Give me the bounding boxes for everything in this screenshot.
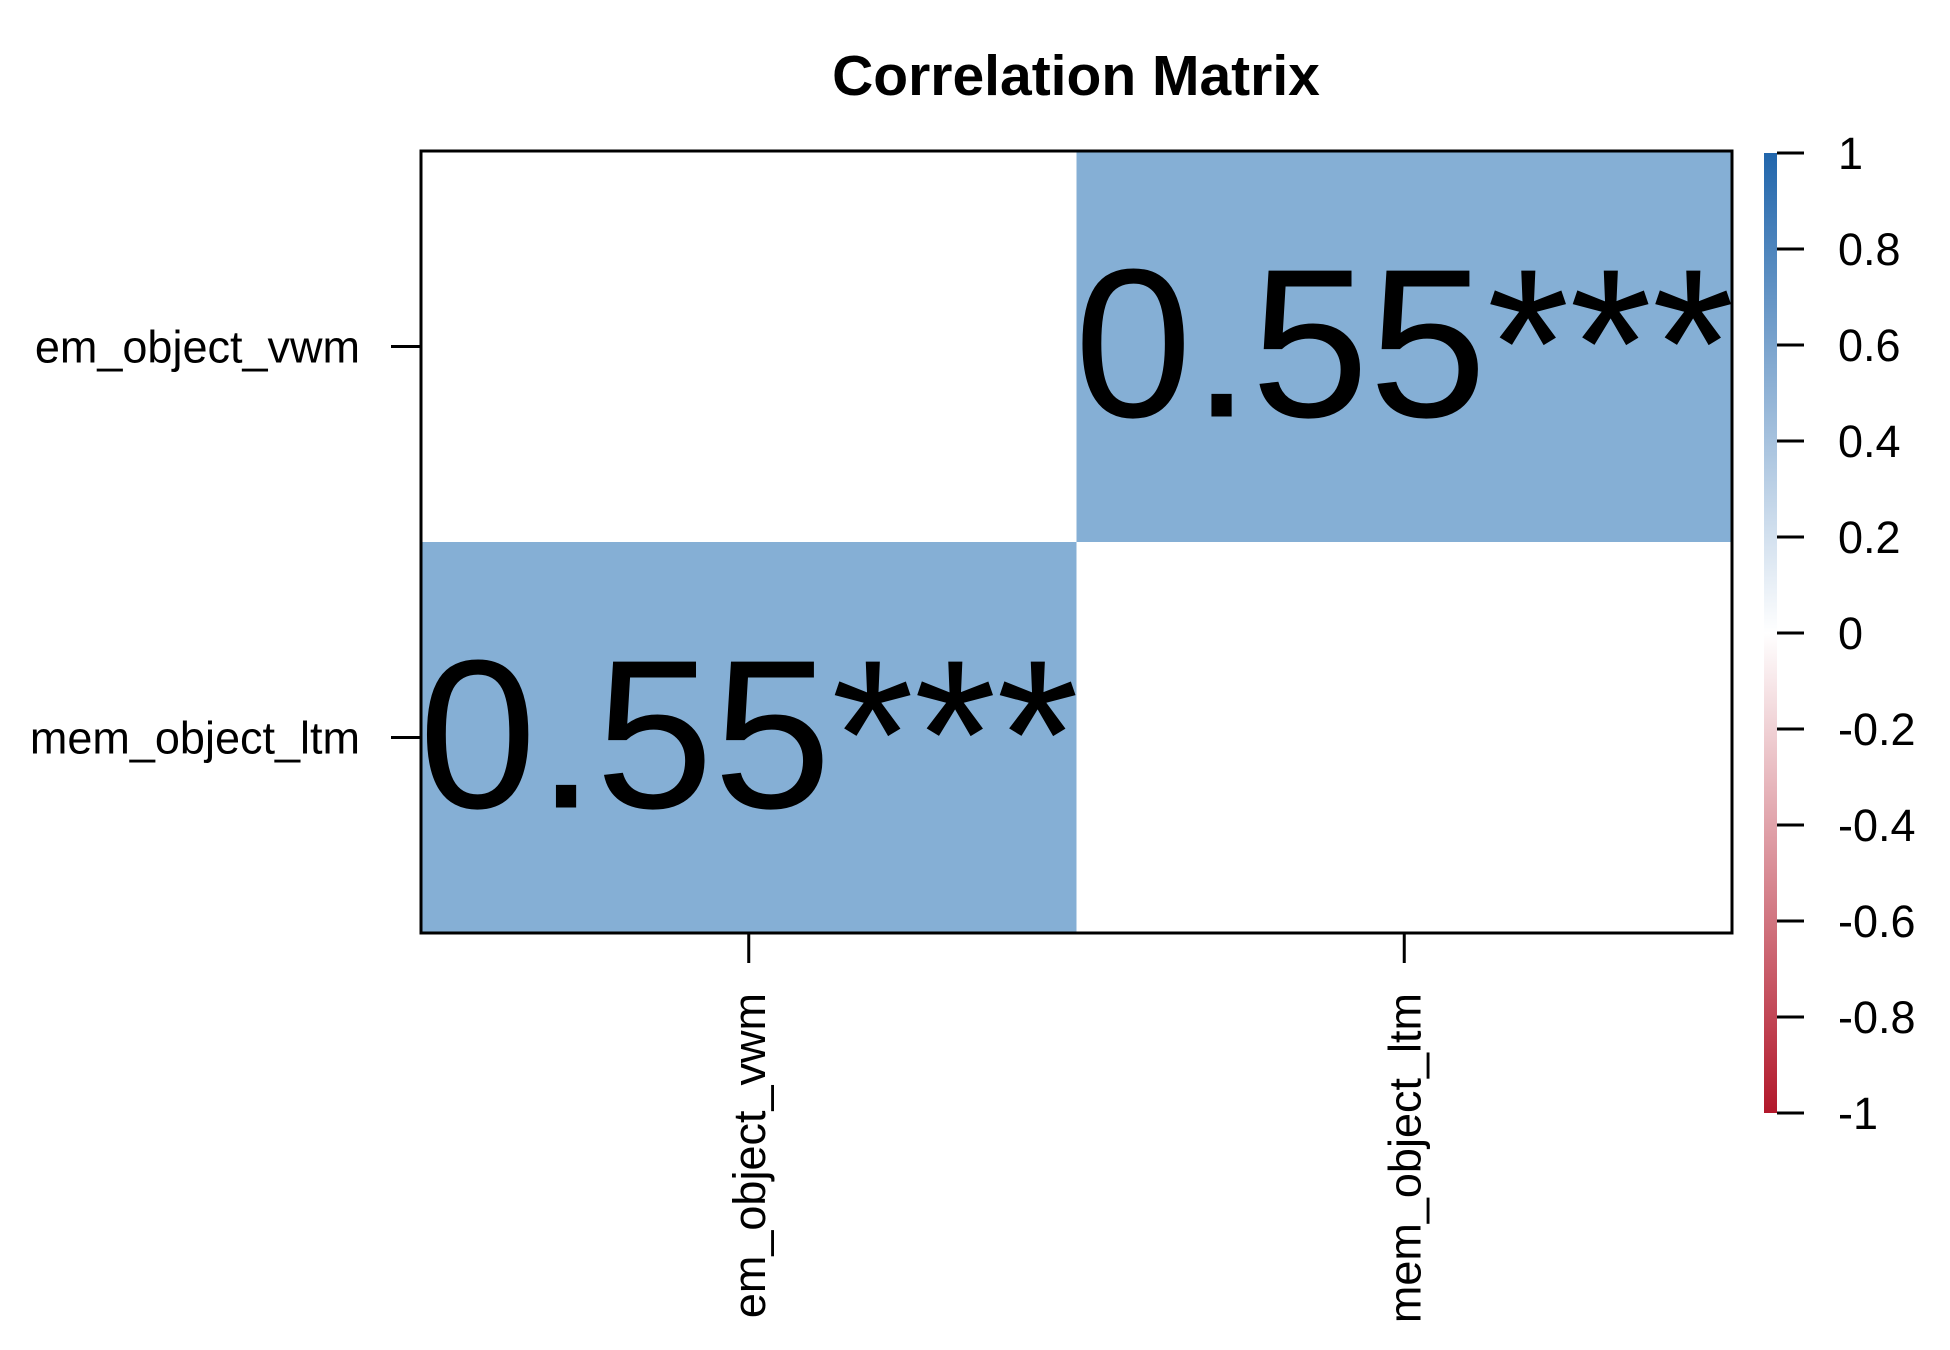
col-tick-label: em_object_vwm	[724, 993, 775, 1318]
heatmap-cell	[421, 151, 1077, 542]
heatmap-cell	[1076, 542, 1732, 933]
chart-title: Correlation Matrix	[832, 44, 1320, 108]
colorbar	[1764, 153, 1777, 1113]
colorbar-tick-label: 0.6	[1838, 320, 1901, 371]
colorbar-tick-label: -0.2	[1838, 704, 1916, 755]
colorbar-tick-label: 0.4	[1838, 416, 1901, 467]
colorbar-tick-label: 0	[1838, 608, 1863, 659]
row-tick-label: mem_object_ltm	[30, 713, 360, 764]
cell-value-label: 0.55***	[419, 616, 1079, 853]
colorbar-tick-label: 0.8	[1838, 224, 1901, 275]
plot-border	[419, 149, 1734, 935]
colorbar-tick-label: -0.4	[1838, 800, 1916, 851]
col-tick-label: mem_object_ltm	[1379, 993, 1430, 1323]
colorbar-tick-label: -1	[1838, 1088, 1878, 1139]
colorbar-tick-label: 0.2	[1838, 512, 1901, 563]
colorbar-tick-label: -0.8	[1838, 992, 1916, 1043]
colorbar-tick-label: 1	[1838, 128, 1863, 179]
cell-value-label: 0.55***	[1074, 225, 1734, 462]
row-tick-label: em_object_vwm	[35, 322, 360, 373]
colorbar-tick-label: -0.6	[1838, 896, 1916, 947]
heatmap-cell	[1076, 151, 1732, 542]
heatmap-cell	[421, 542, 1077, 933]
